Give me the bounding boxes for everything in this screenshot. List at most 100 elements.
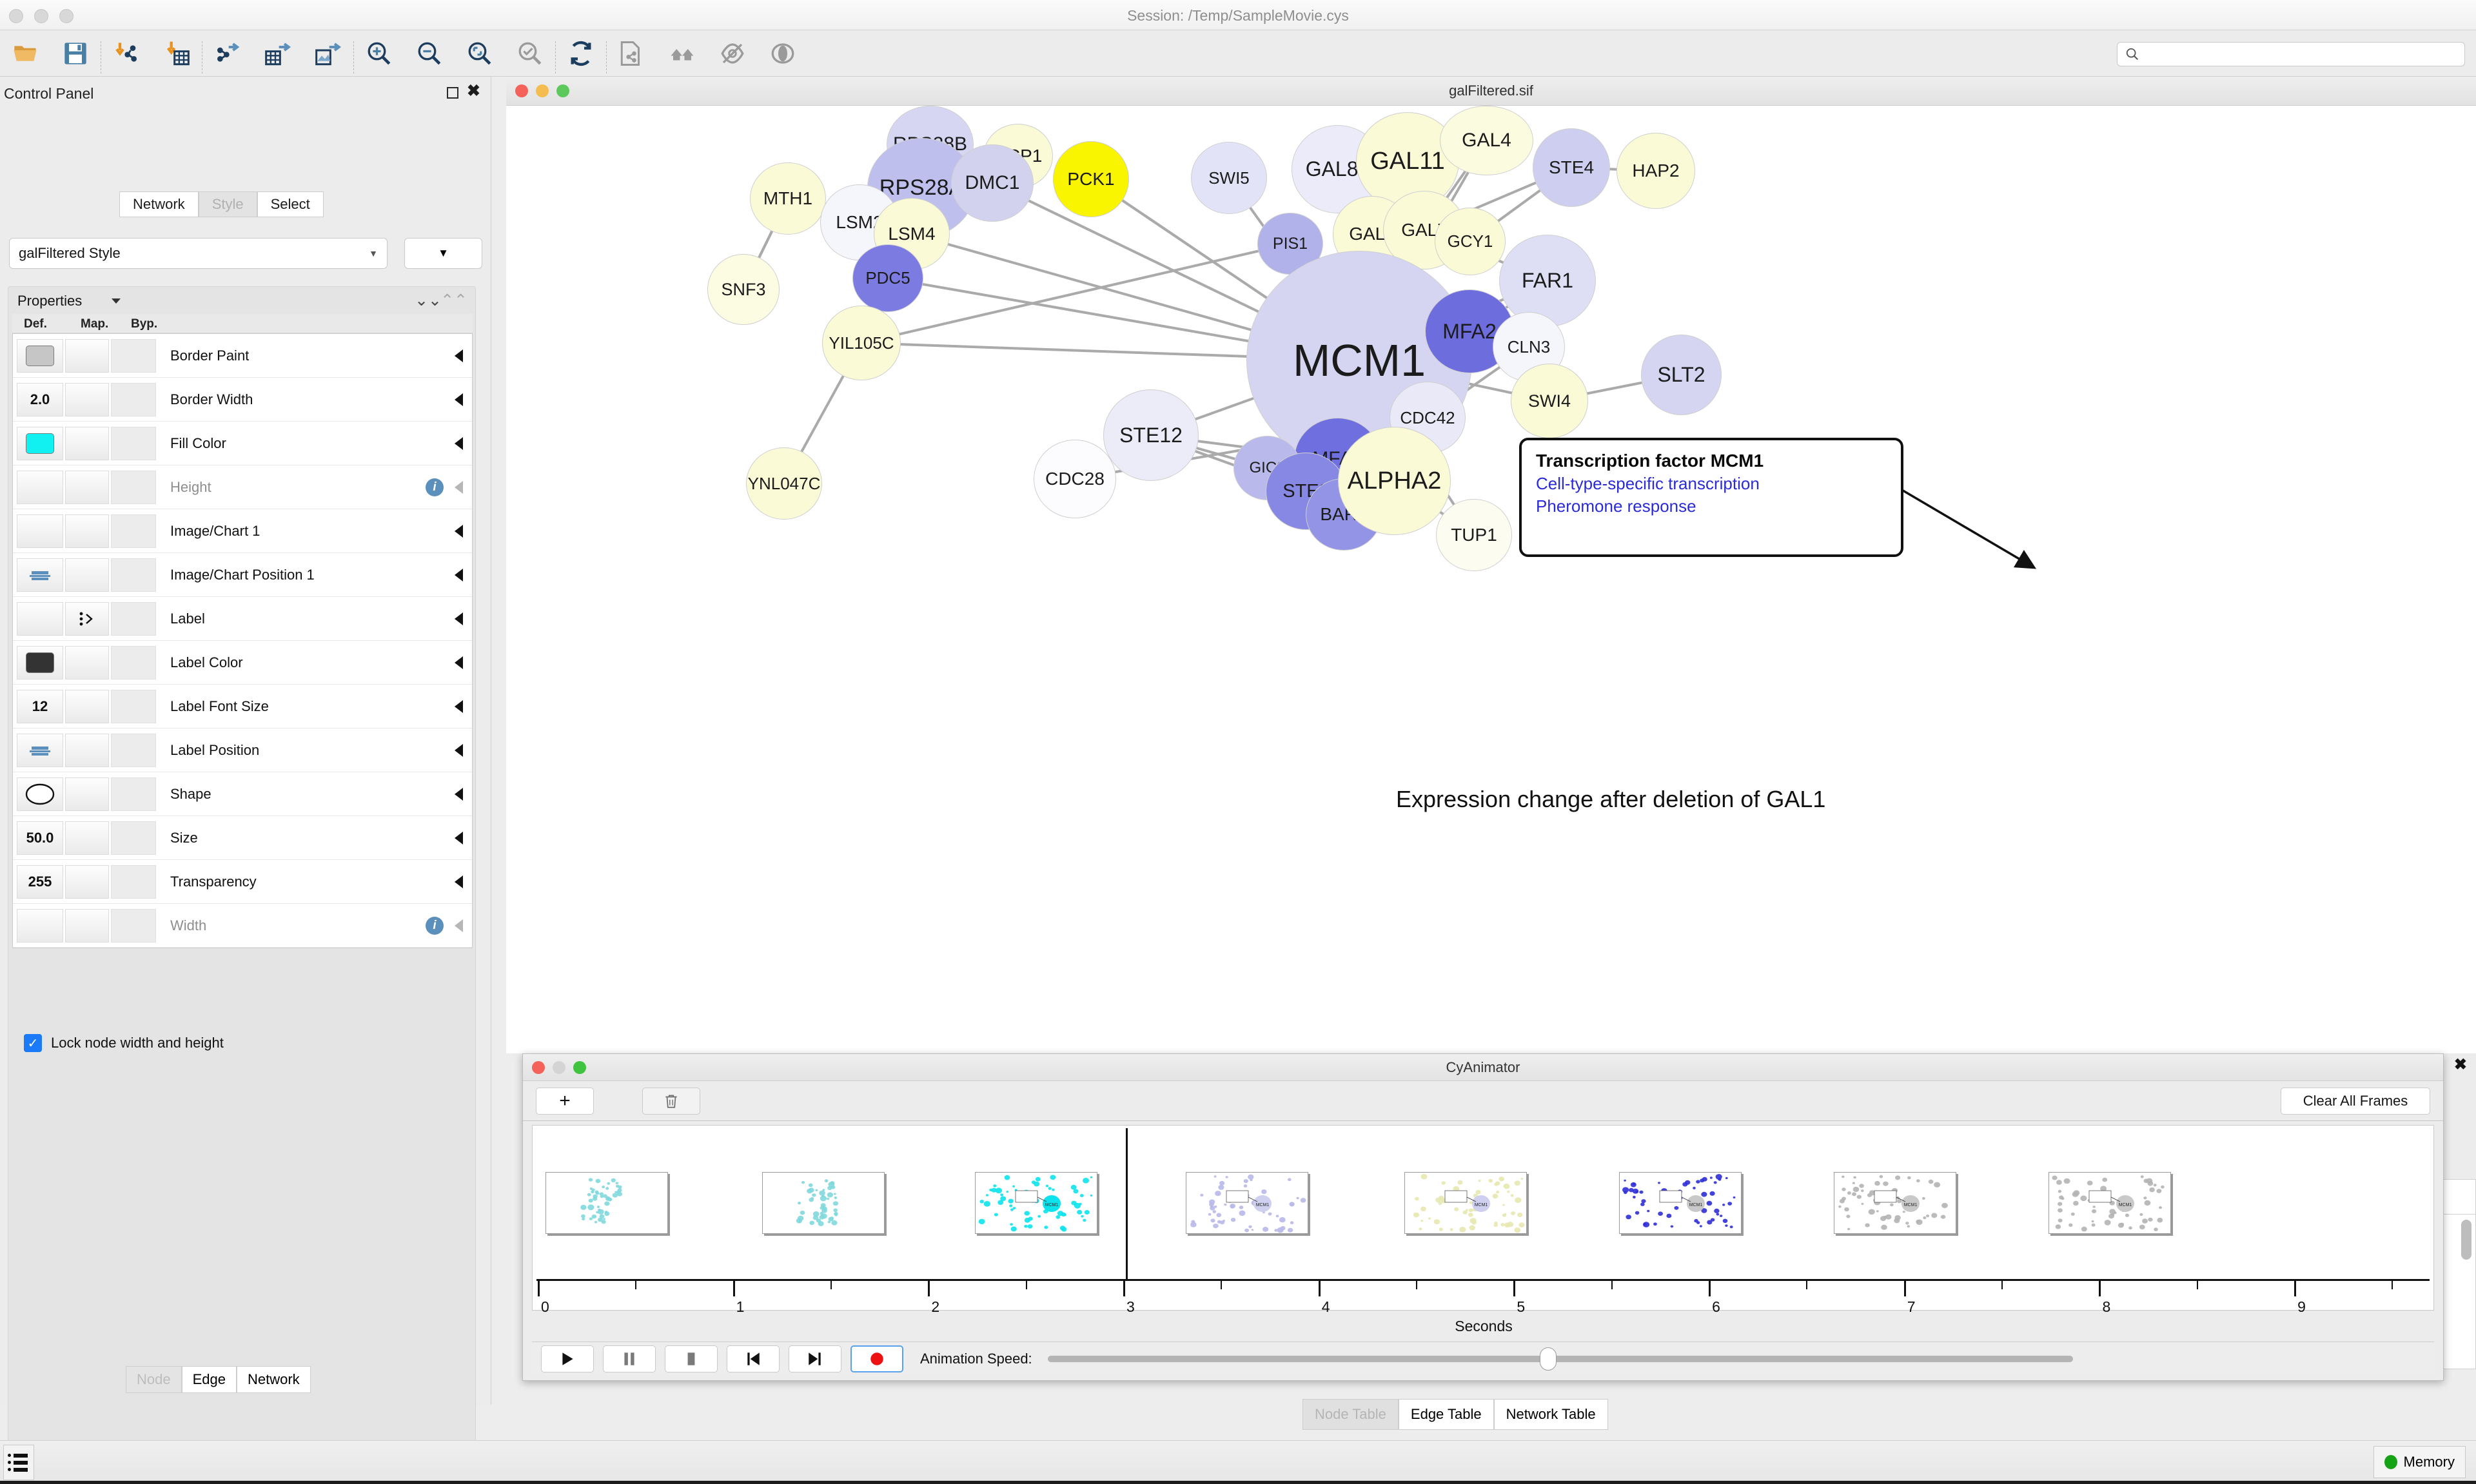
property-mapping-cell[interactable] — [65, 382, 109, 416]
tab-network[interactable]: Network — [119, 191, 199, 217]
timeline-frame-1[interactable] — [761, 1172, 885, 1234]
property-default-cell[interactable] — [17, 733, 63, 767]
cp-tab-node[interactable]: Node — [126, 1366, 182, 1393]
color-swatch[interactable] — [26, 652, 54, 673]
tab-edge-table[interactable]: Edge Table — [1398, 1399, 1494, 1430]
network-node-cdc28[interactable]: CDC28 — [1034, 440, 1116, 518]
clear-all-frames-button[interactable]: Clear All Frames — [2281, 1088, 2430, 1115]
property-bypass-cell[interactable] — [111, 645, 156, 679]
network-close-button[interactable] — [515, 84, 528, 97]
property-bypass-cell[interactable] — [111, 733, 156, 767]
network-node-ynl047c[interactable]: YNL047C — [746, 447, 822, 520]
network-node-pck1[interactable]: PCK1 — [1053, 141, 1129, 217]
search-field[interactable] — [2139, 46, 2464, 62]
animation-speed-slider[interactable] — [1047, 1347, 2073, 1371]
network-node-ste4[interactable]: STE4 — [1533, 128, 1610, 207]
close-icon[interactable]: ✖ — [467, 82, 480, 100]
property-mapping-cell[interactable] — [65, 601, 109, 636]
frame-timeline[interactable]: MCM1 MCM1 MCM1 MCM1 MCM1 MCM1 0 1 2 3 4 5 6 7 8 9 Seco… — [532, 1125, 2434, 1334]
style-dropdown[interactable]: galFiltered Style ▼ — [9, 238, 388, 269]
node-tooltip[interactable]: Transcription factor MCM1 Cell-type-spec… — [1519, 438, 1903, 557]
property-row-transparency[interactable]: 255 Transparency — [13, 860, 472, 904]
property-default-cell[interactable] — [17, 514, 63, 548]
expand-arrow-icon[interactable] — [455, 569, 463, 581]
property-row-image-chart-position-1[interactable]: Image/Chart Position 1 — [13, 553, 472, 597]
color-swatch[interactable] — [26, 433, 54, 454]
network-edge[interactable] — [861, 242, 1291, 344]
properties-menu-icon[interactable] — [112, 298, 121, 304]
property-bypass-cell[interactable] — [111, 558, 156, 592]
network-canvas[interactable]: RPS28BDCP1RPS28ADMC1PCK1SWI5GAL80GAL11GA… — [506, 106, 2476, 1053]
timeline-frame-3[interactable]: MCM1 — [1185, 1172, 1308, 1234]
property-default-cell[interactable]: 12 — [17, 689, 63, 723]
property-default-cell[interactable] — [17, 426, 63, 460]
network-node-slt2[interactable]: SLT2 — [1641, 335, 1722, 415]
minimize-window-button[interactable] — [34, 9, 48, 23]
property-mapping-cell[interactable] — [65, 426, 109, 460]
property-row-shape[interactable]: Shape — [13, 772, 472, 816]
expand-arrow-icon[interactable] — [455, 656, 463, 669]
network-node-mth1[interactable]: MTH1 — [750, 162, 826, 235]
network-node-dmc1[interactable]: DMC1 — [951, 144, 1034, 222]
cp-tab-edge[interactable]: Edge — [181, 1366, 237, 1393]
network-node-ste12[interactable]: STE12 — [1103, 389, 1199, 481]
collapse-all-icon[interactable]: ⌄⌄ — [415, 291, 442, 309]
property-default-cell[interactable] — [17, 601, 63, 636]
property-row-label-position[interactable]: Label Position — [13, 728, 472, 772]
play-button[interactable] — [541, 1345, 594, 1372]
network-node-yil105c[interactable]: YIL105C — [822, 306, 901, 380]
property-row-image-chart-1[interactable]: Image/Chart 1 — [13, 509, 472, 553]
property-mapping-cell[interactable] — [65, 689, 109, 723]
network-node-snf3[interactable]: SNF3 — [707, 254, 780, 325]
property-row-width[interactable]: Width i — [13, 904, 472, 948]
float-panel-icon[interactable] — [447, 87, 458, 99]
lock-checkbox[interactable]: ✓ — [24, 1034, 42, 1052]
close-icon[interactable]: ✖ — [2453, 1056, 2467, 1073]
network-node-mfa2[interactable]: MFA2 — [1425, 289, 1514, 373]
export-table-icon[interactable] — [253, 30, 303, 77]
property-bypass-cell[interactable] — [111, 470, 156, 504]
property-row-label[interactable]: Label — [13, 597, 472, 641]
expand-arrow-icon[interactable] — [455, 788, 463, 801]
property-mapping-cell[interactable] — [65, 733, 109, 767]
network-maximize-button[interactable] — [556, 84, 569, 97]
property-row-border-paint[interactable]: Border Paint — [13, 334, 472, 378]
expand-arrow-icon[interactable] — [455, 832, 463, 845]
hide-icon[interactable] — [707, 30, 758, 77]
property-default-cell[interactable] — [17, 645, 63, 679]
property-mapping-cell[interactable] — [65, 777, 109, 811]
timeline-playhead[interactable] — [1126, 1128, 1128, 1280]
color-swatch[interactable] — [26, 345, 54, 366]
network-node-pdc5[interactable]: PDC5 — [852, 244, 923, 312]
property-mapping-cell[interactable] — [65, 821, 109, 855]
expand-arrow-icon[interactable] — [455, 700, 463, 713]
property-bypass-cell[interactable] — [111, 864, 156, 899]
timeline-frame-2[interactable]: MCM1 — [974, 1172, 1097, 1234]
property-default-cell[interactable]: 50.0 — [17, 821, 63, 855]
last-frame-button[interactable] — [789, 1345, 841, 1372]
pause-button[interactable] — [603, 1345, 656, 1372]
import-network-icon[interactable] — [101, 30, 152, 77]
network-node-hap2[interactable]: HAP2 — [1616, 133, 1695, 209]
export-network-icon[interactable] — [202, 30, 253, 77]
export-image-icon[interactable] — [303, 30, 353, 77]
hide-unselected-icon[interactable] — [657, 30, 707, 77]
zoom-out-icon[interactable] — [404, 30, 455, 77]
expand-arrow-icon[interactable] — [455, 875, 463, 888]
timeline-frame-5[interactable]: MCM1 — [1618, 1172, 1742, 1234]
network-node-far1[interactable]: FAR1 — [1499, 235, 1596, 327]
stop-button[interactable] — [665, 1345, 718, 1372]
property-mapping-cell[interactable] — [65, 645, 109, 679]
property-bypass-cell[interactable] — [111, 338, 156, 373]
info-icon[interactable]: i — [426, 478, 444, 496]
save-icon[interactable] — [50, 30, 101, 77]
zoom-selected-icon[interactable] — [505, 30, 555, 77]
memory-status-button[interactable]: Memory — [2373, 1446, 2466, 1478]
import-table-icon[interactable] — [152, 30, 202, 77]
first-frame-button[interactable] — [727, 1345, 780, 1372]
network-node-gal4[interactable]: GAL4 — [1440, 106, 1533, 175]
cp-tab-network[interactable]: Network — [236, 1366, 311, 1393]
property-mapping-cell[interactable] — [65, 514, 109, 548]
property-default-cell[interactable] — [17, 558, 63, 592]
property-bypass-cell[interactable] — [111, 777, 156, 811]
